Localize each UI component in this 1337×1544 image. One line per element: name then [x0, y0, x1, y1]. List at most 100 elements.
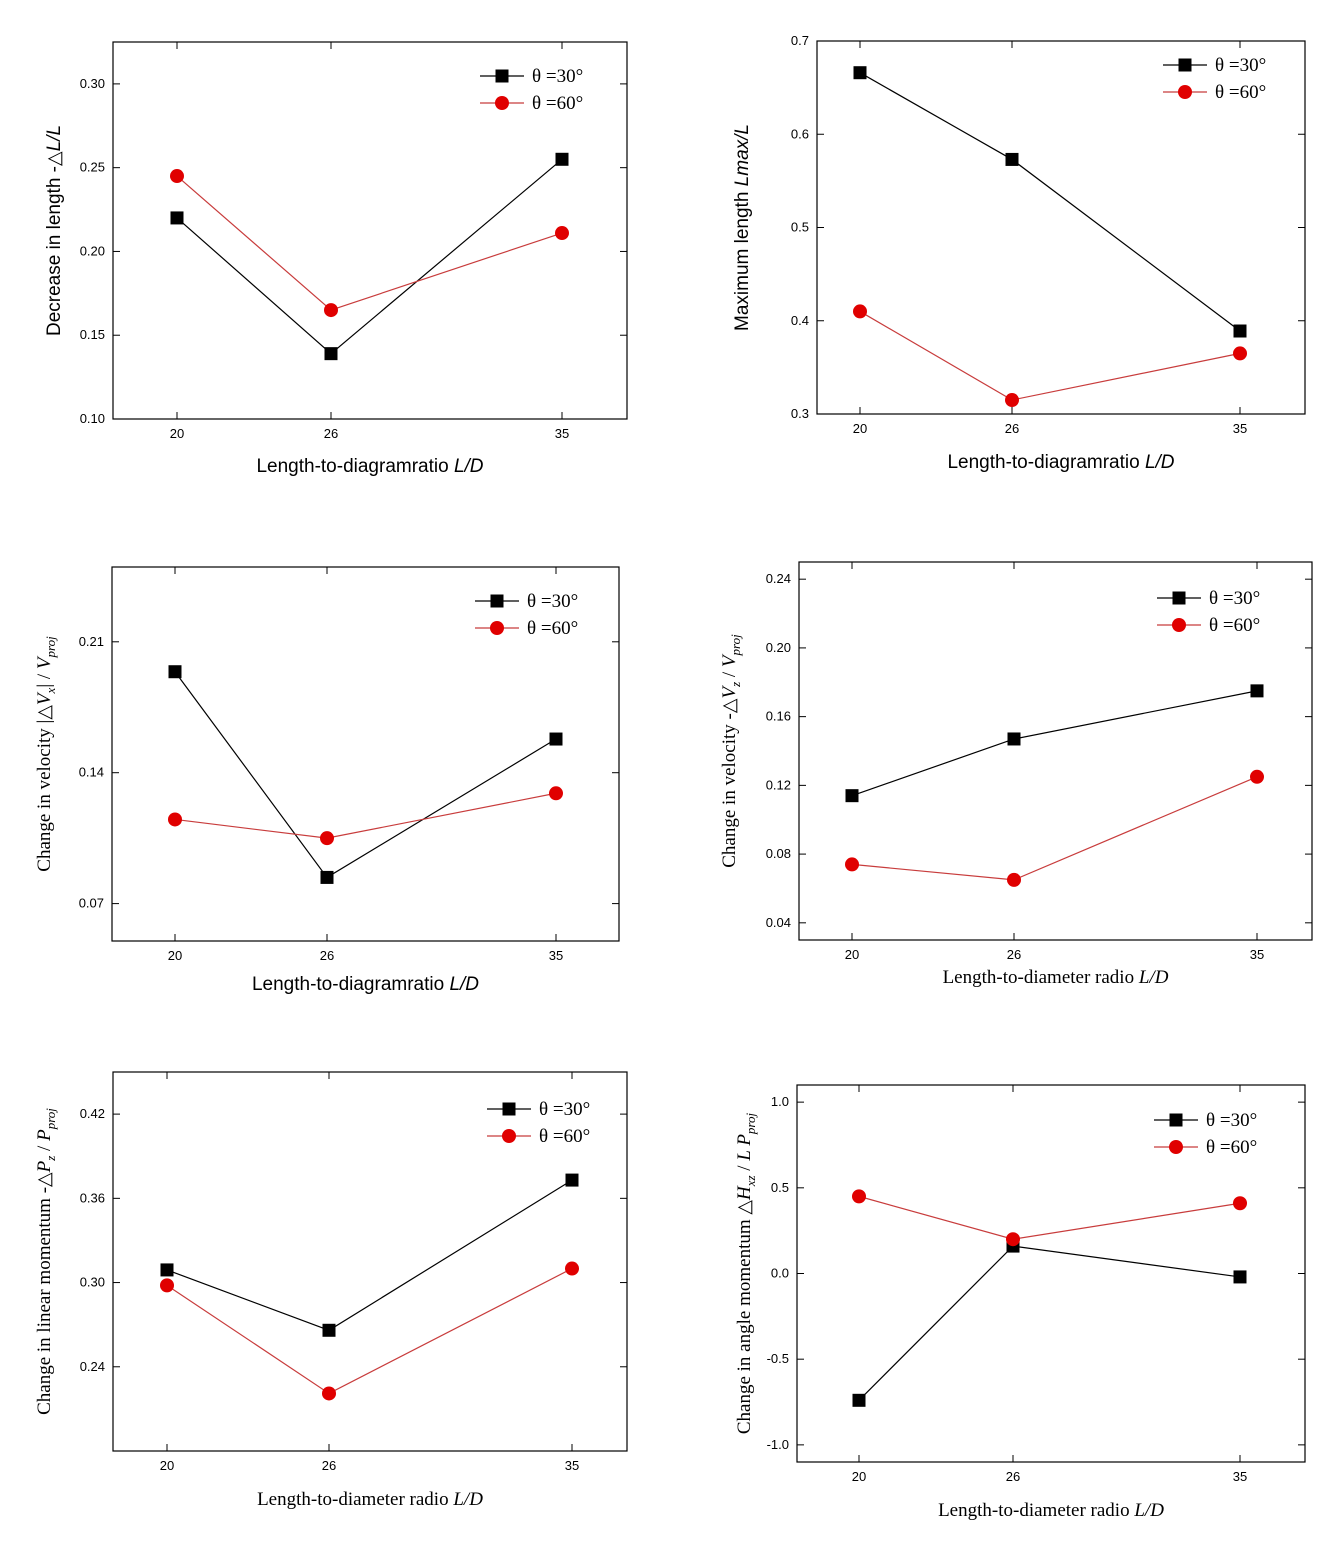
point-theta60 — [322, 1386, 336, 1401]
legend-label: θ =60° — [539, 1126, 590, 1147]
x-axis-label: Length-to-diameter radio L/D — [938, 1500, 1164, 1521]
series-theta60-line — [858, 1195, 1241, 1240]
y-tick-label: 0.20 — [80, 243, 105, 258]
x-tick-label: 35 — [549, 948, 563, 963]
x-axis-label: Length-to-diagramratio L/D — [947, 452, 1174, 473]
point-theta30 — [324, 347, 338, 361]
legend-label: θ =30° — [1206, 1110, 1257, 1131]
x-axis-label: Length-to-diagramratio L/D — [252, 974, 479, 995]
x-tick-label: 35 — [1233, 1469, 1247, 1484]
series-theta30-line — [166, 1179, 573, 1331]
y-tick-label: 0.30 — [80, 1275, 105, 1290]
legend-marker-circle — [1178, 85, 1192, 99]
y-axis-label: Change in velocity |△Vx| / Vproj — [34, 636, 58, 872]
x-tick-label: 35 — [565, 1458, 579, 1473]
y-axis-label: Change in linear momentum -△Pz / Pproj — [34, 1108, 58, 1415]
point-theta60 — [853, 304, 867, 319]
point-theta60 — [565, 1261, 579, 1276]
y-tick-label: 0.4 — [791, 313, 809, 328]
point-theta30 — [853, 66, 867, 80]
x-tick-label: 26 — [322, 1458, 336, 1473]
y-tick-label: 0.6 — [791, 126, 809, 141]
y-tick-label: 0.20 — [766, 640, 791, 655]
legend-label: θ =30° — [527, 591, 578, 612]
point-theta30 — [555, 152, 569, 166]
y-tick-label: 0.30 — [80, 76, 105, 91]
y-axis-label: Maximum length Lmax/L — [732, 124, 753, 331]
point-theta60 — [1005, 393, 1019, 408]
point-theta30 — [1250, 684, 1264, 698]
y-tick-label: 0.7 — [791, 33, 809, 48]
y-axis-label: Change in velocity -△Vz / Vproj — [719, 634, 743, 868]
point-theta60 — [1233, 346, 1247, 361]
y-tick-label: 0.3 — [791, 406, 809, 421]
y-tick-label: 0.36 — [80, 1190, 105, 1205]
x-axis-label: Length-to-diameter radio L/D — [257, 1489, 483, 1510]
y-tick-label: 0.21 — [79, 634, 104, 649]
x-tick-label: 20 — [853, 421, 867, 436]
series-theta60-line — [851, 776, 1258, 881]
plot-frame — [112, 1071, 628, 1452]
legend: θ =30° θ =60° — [480, 66, 583, 114]
chart-3: 0.07 0.14 0.21 20 26 35 θ =30° θ =60° Change in … — [34, 566, 620, 995]
x-tick-label: 26 — [1005, 421, 1019, 436]
x-tick-label: 20 — [170, 426, 184, 441]
point-theta60 — [1233, 1196, 1247, 1211]
legend-label: θ =30° — [539, 1099, 590, 1120]
legend: θ =30° θ =60° — [1163, 55, 1266, 103]
point-theta30 — [852, 1393, 866, 1407]
y-tick-label: 0.16 — [766, 709, 791, 724]
y-tick-label: 0.42 — [80, 1106, 105, 1121]
y-tick-label: 0.24 — [766, 571, 791, 586]
legend-marker-circle — [502, 1129, 516, 1143]
legend: θ =30° θ =60° — [1154, 1110, 1257, 1158]
chart-4: 0.04 0.08 0.12 0.16 0.20 0.24 20 26 35 θ =30° θ =6… — [719, 561, 1313, 988]
x-tick-label: 20 — [168, 948, 182, 963]
y-tick-label: 0.5 — [791, 220, 809, 235]
x-tick-label: 35 — [1250, 947, 1264, 962]
legend-marker-square — [490, 594, 504, 608]
y-tick-label: 0.15 — [80, 327, 105, 342]
point-theta30 — [1007, 732, 1021, 746]
legend-label: θ =60° — [1209, 615, 1260, 636]
series-theta30-line — [851, 690, 1258, 797]
legend-marker-square — [1169, 1113, 1183, 1127]
legend: θ =30° θ =60° — [475, 591, 578, 639]
series-theta30-line — [858, 1245, 1241, 1401]
y-tick-label: 0.0 — [771, 1266, 789, 1281]
point-theta30 — [170, 211, 184, 225]
chart-2: 0.3 0.4 0.5 0.6 0.7 20 26 35 θ =30° θ =60° Maximum… — [732, 33, 1306, 473]
series-theta60-line — [166, 1267, 573, 1395]
y-axis-label: Decrease in length -△L/L — [44, 125, 65, 336]
plot-frame — [111, 566, 620, 942]
point-theta30 — [160, 1263, 174, 1277]
point-theta30 — [320, 870, 334, 884]
series-theta30-line — [176, 158, 563, 355]
legend-marker-circle — [1169, 1140, 1183, 1154]
point-theta60 — [845, 857, 859, 872]
x-axis-label: Length-to-diameter radio L/D — [943, 967, 1169, 988]
legend-marker-circle — [495, 96, 509, 110]
y-tick-label: 0.25 — [80, 160, 105, 175]
legend-marker-circle — [1172, 618, 1186, 632]
point-theta60 — [549, 786, 563, 801]
x-tick-label: 26 — [1006, 1469, 1020, 1484]
legend-label: θ =60° — [527, 618, 578, 639]
legend: θ =30° θ =60° — [1157, 588, 1260, 636]
legend-marker-square — [495, 69, 509, 83]
y-axis-label: Change in angle momentum △Hxz / L Pproj — [734, 1112, 758, 1434]
point-theta60 — [1250, 769, 1264, 784]
x-tick-label: 35 — [1233, 421, 1247, 436]
plot-frame — [798, 561, 1313, 941]
x-tick-label: 35 — [555, 426, 569, 441]
point-theta30 — [845, 789, 859, 803]
y-tick-label: 0.24 — [80, 1359, 105, 1374]
chart-6: -1.0 -0.5 0.0 0.5 1.0 20 26 35 θ =30° θ =60° Chang… — [734, 1084, 1306, 1521]
x-axis-label: Length-to-diagramratio L/D — [256, 456, 483, 477]
legend-marker-circle — [490, 621, 504, 635]
legend: θ =30° θ =60° — [487, 1099, 590, 1147]
point-theta30 — [168, 665, 182, 679]
legend-marker-square — [502, 1102, 516, 1116]
y-tick-label: -1.0 — [767, 1437, 789, 1452]
